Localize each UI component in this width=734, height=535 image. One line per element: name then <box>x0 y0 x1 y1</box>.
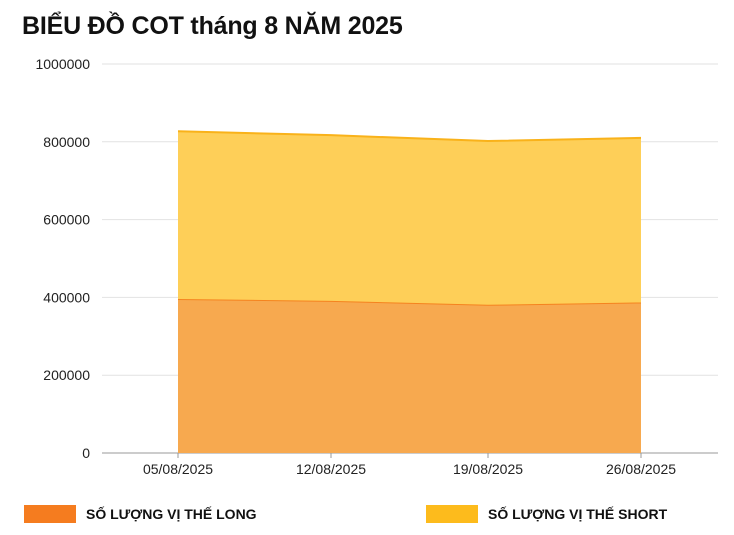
y-tick-label: 0 <box>82 445 90 461</box>
legend-item-long[interactable]: SỐ LƯỢNG VỊ THẾ LONG <box>24 505 257 523</box>
legend-item-short[interactable]: SỐ LƯỢNG VỊ THẾ SHORT <box>426 505 667 523</box>
area-series <box>177 130 642 453</box>
area-short <box>178 131 641 305</box>
y-tick-label: 1000000 <box>35 56 90 72</box>
legend-label-long: SỐ LƯỢNG VỊ THẾ LONG <box>86 506 257 522</box>
legend-label-short: SỐ LƯỢNG VỊ THẾ SHORT <box>488 506 668 522</box>
series-line-short <box>177 130 642 143</box>
legend-swatch-short <box>426 505 478 523</box>
legend-swatch-long <box>24 505 76 523</box>
y-axis-ticks: 0 200000 400000 600000 800000 1000000 <box>35 56 90 461</box>
y-tick-label: 800000 <box>43 134 90 150</box>
x-tick-label: 12/08/2025 <box>296 461 366 477</box>
chart-title: BIỂU ĐỒ COT tháng 8 NĂM 2025 <box>22 12 403 40</box>
y-tick-label: 400000 <box>43 289 90 305</box>
x-axis-ticks: 05/08/2025 12/08/2025 19/08/2025 26/08/2025 <box>143 453 676 477</box>
x-tick-label: 19/08/2025 <box>453 461 523 477</box>
x-tick-label: 05/08/2025 <box>143 461 213 477</box>
area-long <box>178 298 641 453</box>
x-tick-label: 26/08/2025 <box>606 461 676 477</box>
y-tick-label: 200000 <box>43 367 90 383</box>
y-tick-label: 600000 <box>43 212 90 228</box>
